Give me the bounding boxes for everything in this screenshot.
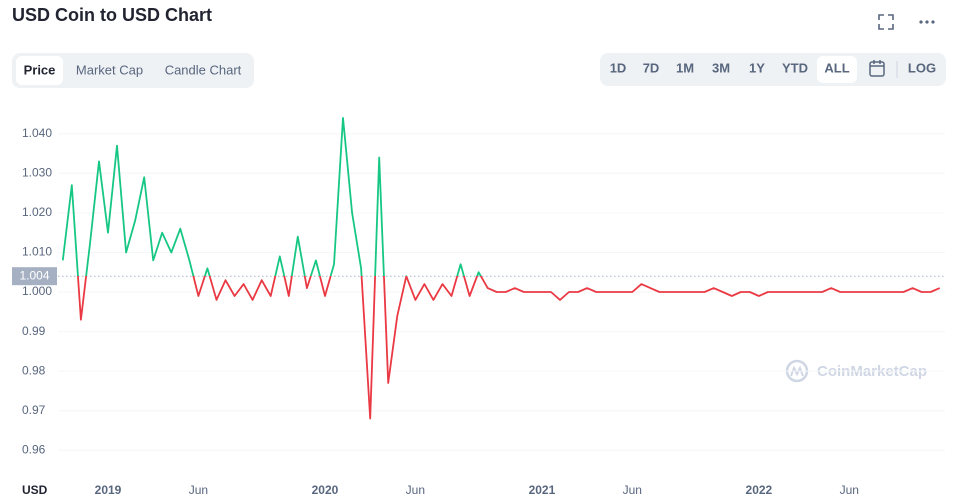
y-tick-label: 0.99	[22, 324, 46, 338]
x-tick-label: Jun	[623, 483, 642, 497]
tab[interactable]: Price	[24, 62, 56, 77]
more-icon[interactable]	[919, 20, 935, 24]
baseline-label-bg	[12, 267, 57, 286]
fullscreen-icon[interactable]	[878, 14, 894, 30]
range-button[interactable]: YTD	[782, 60, 808, 75]
y-tick-label: 1.000	[22, 284, 52, 298]
calendar-icon[interactable]	[869, 60, 885, 77]
range-button[interactable]: 1D	[610, 60, 627, 75]
price-line	[61, 117, 941, 420]
x-tick-label: Jun	[840, 483, 859, 497]
y-tick-label: 1.030	[22, 165, 52, 179]
y-axis-label: USD	[22, 483, 48, 497]
x-tick-label: 2022	[746, 483, 773, 497]
range-button[interactable]: 7D	[643, 60, 660, 75]
range-button[interactable]: 1Y	[749, 60, 765, 75]
baseline-label: 1.004	[19, 268, 49, 282]
x-tick-label: Jun	[406, 483, 425, 497]
x-tick-label: 2020	[312, 483, 339, 497]
x-tick-label: Jun	[189, 483, 208, 497]
range-group	[600, 53, 946, 86]
x-tick-label: 2019	[95, 483, 122, 497]
x-tick-label: 2021	[529, 483, 556, 497]
y-tick-label: 0.98	[22, 363, 46, 377]
y-tick-label: 0.96	[22, 442, 46, 456]
range-button[interactable]: 1M	[676, 60, 694, 75]
y-tick-label: 1.020	[22, 205, 52, 219]
log-button[interactable]: LOG	[908, 60, 936, 75]
tab-selected-bg	[16, 56, 63, 85]
range-selected-bg	[817, 56, 857, 83]
tab[interactable]: Market Cap	[76, 62, 143, 77]
y-tick-label: 0.97	[22, 403, 46, 417]
tab[interactable]: Candle Chart	[165, 62, 242, 77]
y-tick-label: 1.010	[22, 245, 52, 259]
range-button[interactable]: 3M	[712, 60, 730, 75]
chart-title: USD Coin to USD Chart	[12, 5, 212, 25]
range-button[interactable]: ALL	[824, 60, 849, 75]
y-tick-label: 1.040	[22, 126, 52, 140]
tab-group	[12, 53, 254, 88]
